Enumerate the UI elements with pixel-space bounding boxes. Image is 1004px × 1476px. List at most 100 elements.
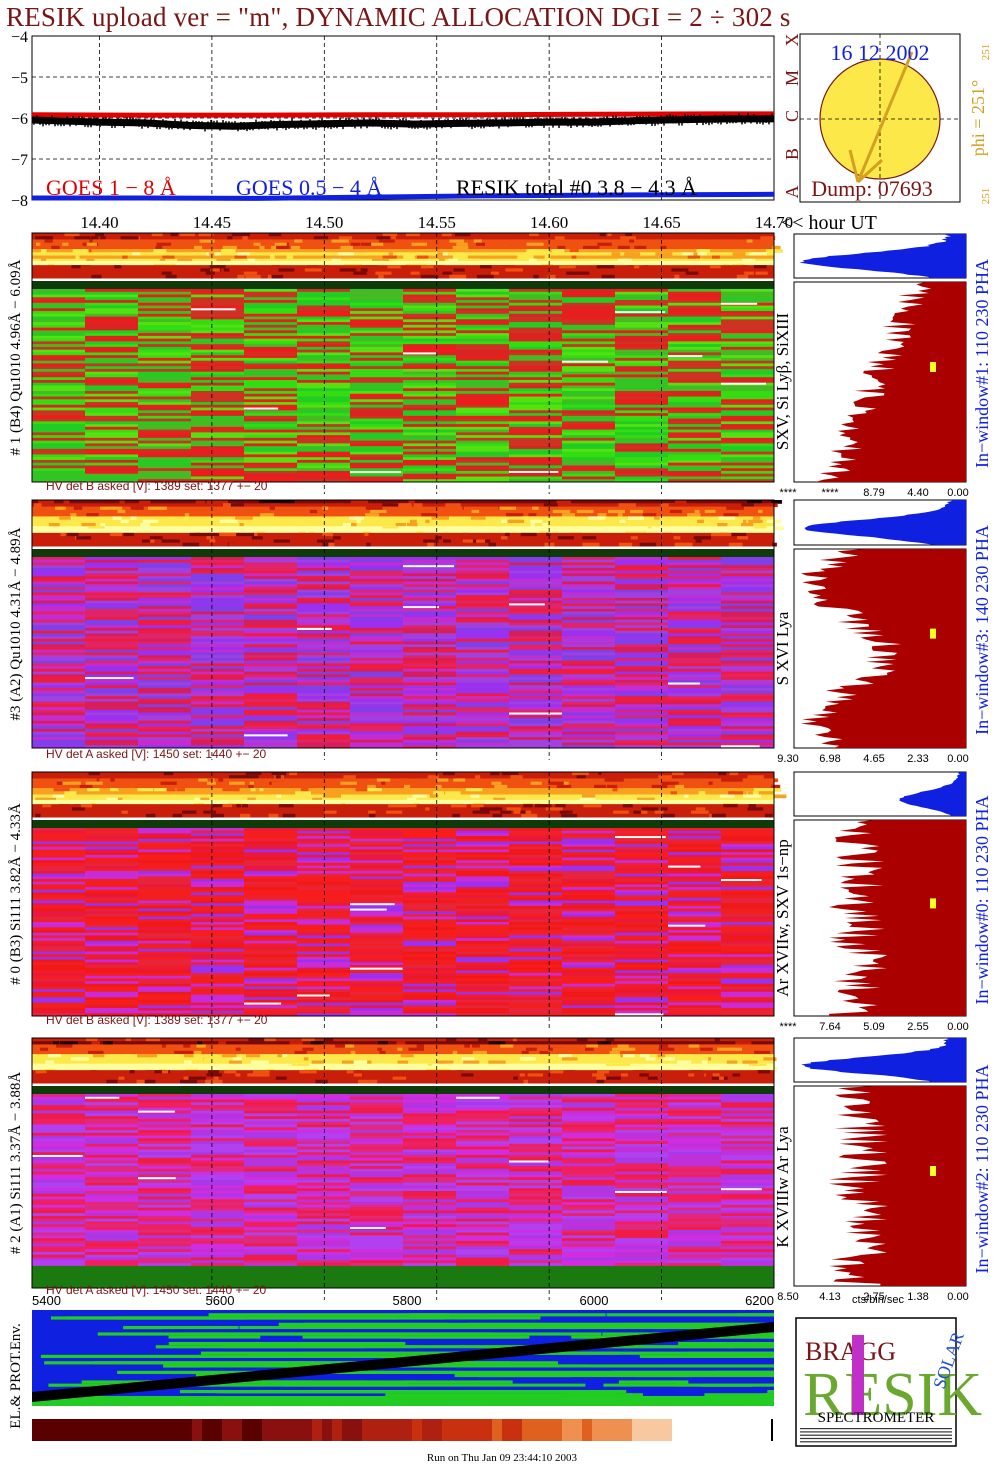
heatmap-cell: [668, 374, 722, 378]
heatmap-cell: [191, 930, 245, 934]
heatmap-cell: [668, 739, 722, 744]
heatmap-cell: [191, 443, 245, 447]
heatmap-cell: [615, 570, 669, 574]
heatmap-cell: [32, 940, 86, 944]
heatmap-cell: [32, 970, 86, 974]
spectrum-speckle: [427, 1063, 433, 1068]
heatmap-cell: [191, 887, 245, 891]
heatmap-cell: [562, 660, 616, 664]
heatmap-cell: [403, 557, 457, 561]
heatmap-cell: [85, 1174, 139, 1178]
heatmap-cell: [721, 698, 775, 703]
heatmap-cell: [191, 970, 245, 974]
heatmap-cell: [615, 679, 669, 684]
heatmap-cell: [297, 930, 351, 934]
heatmap-cell: [615, 335, 669, 340]
heatmap-cell: [350, 940, 404, 944]
heatmap-cell: [403, 919, 457, 923]
heatmap-cell: [350, 999, 404, 1004]
heatmap-cell: [615, 391, 669, 395]
spectrum-speckle: [762, 503, 778, 508]
spectrum-speckle: [420, 1063, 428, 1068]
heatmap-cell: [191, 723, 245, 727]
heatmap-cell: [350, 352, 404, 356]
heatmap-cell: [403, 327, 457, 331]
heatmap-cell: [509, 671, 563, 675]
heatmap-cell: [350, 410, 404, 414]
heatmap-cell: [297, 913, 351, 918]
spectrum-speckle: [556, 500, 571, 504]
heatmap-cell: [456, 1199, 510, 1203]
heatmap-cell: [350, 357, 404, 362]
heatmap-cell: [350, 978, 404, 982]
spectrum-speckle: [303, 1076, 321, 1081]
heatmap-cell: [721, 935, 775, 939]
heatmap-cell: [403, 399, 457, 403]
heatmap-cell: [721, 870, 775, 875]
heatmap-cell: [244, 1221, 298, 1225]
heatmap-cell: [244, 900, 298, 904]
heatmap-cell: [244, 429, 298, 433]
heatmap-cell: [615, 576, 669, 580]
heatmap-cell: [138, 922, 192, 926]
heatmap-cell: [456, 627, 510, 632]
heatmap-cell: [509, 857, 563, 861]
heatmap-cell: [668, 333, 722, 337]
spectrum-speckle: [192, 1050, 202, 1055]
spectrum-speckle: [410, 784, 427, 789]
spectrum-speckle: [138, 274, 150, 279]
heatmap-cell: [244, 368, 298, 373]
heatmap-cell: [509, 567, 563, 572]
heatmap-cell: [297, 698, 351, 703]
heatmap-cell: [456, 641, 510, 645]
heatmap-cell: [562, 932, 616, 936]
heatmap-cell: [668, 584, 722, 588]
heatmap-cell: [721, 578, 775, 583]
heatmap-cell: [721, 377, 775, 381]
heatmap-cell: [721, 396, 775, 400]
heatmap-cell: [456, 300, 510, 304]
heatmap-cell: [244, 396, 298, 400]
heatmap-cell: [191, 938, 245, 942]
heatmap-cell: [668, 324, 722, 329]
heatmap-cell: [403, 291, 457, 296]
heatmap-cell: [403, 1260, 457, 1264]
spectrum-speckle: [527, 236, 544, 240]
heatmap-cell: [562, 641, 616, 645]
heatmap-cell: [350, 1232, 404, 1236]
heatmap-cell: [85, 999, 139, 1004]
spectrum-speckle: [719, 794, 735, 799]
heatmap-cell: [191, 1157, 245, 1162]
heatmap-cell: [297, 951, 351, 955]
heatmap-cell: [191, 322, 245, 326]
heatmap-cell: [297, 638, 351, 643]
spectrum-speckle: [251, 536, 263, 540]
heatmap-cell: [138, 413, 192, 417]
heatmap-cell: [668, 638, 722, 643]
heatmap-cell: [350, 592, 404, 596]
heatmap-cell: [191, 715, 245, 719]
heatmap-cell: [85, 368, 139, 373]
spectrum-speckle: [301, 1038, 315, 1042]
spectrum-speckle: [374, 1063, 387, 1068]
heatmap-cell: [297, 300, 351, 304]
heatmap-cell: [721, 581, 775, 585]
heatmap-cell: [138, 701, 192, 705]
heatmap-cell: [85, 1229, 139, 1234]
heatmap-cell: [85, 346, 139, 351]
heatmap-cell: [509, 1154, 563, 1159]
heatmap-cell: [138, 1243, 192, 1247]
spectrum-speckle: [500, 810, 512, 815]
heatmap-cell: [562, 435, 616, 439]
heatmap-cell: [297, 873, 351, 877]
heatmap-cell: [403, 470, 457, 475]
heatmap-cell: [350, 1094, 404, 1098]
heatmap-cell: [721, 954, 775, 958]
spectrum-speckle: [295, 772, 312, 776]
heatmap-cell: [456, 644, 510, 648]
heatmap-cell: [85, 1138, 139, 1142]
spectrum-speckle: [647, 1076, 658, 1081]
heatmap-cell: [297, 391, 351, 395]
heatmap-cell: [456, 379, 510, 384]
heatmap-cell: [297, 1199, 351, 1203]
